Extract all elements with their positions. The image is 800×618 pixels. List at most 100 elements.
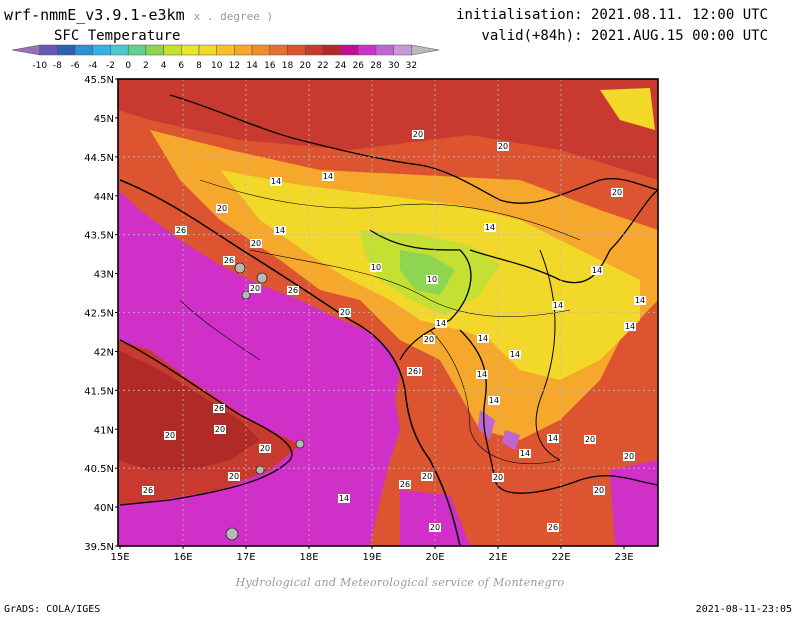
island-5 — [255, 465, 265, 475]
ionian-coast — [400, 490, 470, 546]
contour-label-bg — [623, 452, 635, 461]
contour-label-bg — [423, 335, 435, 344]
colorbar-tick-label: 30 — [388, 61, 400, 71]
island-4 — [295, 439, 305, 449]
colorbar-tick-label: -6 — [71, 61, 80, 71]
contour-label: 14 — [592, 266, 602, 275]
contour-label: 10 — [371, 263, 381, 272]
italy-hot-zone — [118, 350, 260, 470]
contour-label: 14 — [275, 226, 285, 235]
contour-label: 14 — [489, 396, 499, 405]
latitude-label: 41N — [94, 425, 114, 436]
longitude-label: 18E — [299, 552, 318, 563]
colorbar-tick-label: -8 — [53, 61, 62, 71]
colorbar-tick-label: 28 — [370, 61, 382, 71]
island-6 — [225, 527, 239, 541]
contour-label: 26 — [224, 256, 234, 265]
contour-label-bg — [412, 130, 424, 139]
contour-label: 20 — [251, 239, 261, 248]
colorbar-box — [411, 44, 440, 56]
island-1 — [234, 262, 246, 274]
contour-label-bg — [249, 284, 261, 293]
colorbar-tick-label: 16 — [264, 61, 276, 71]
contour-line-b — [249, 249, 571, 317]
longitude-label: 23E — [614, 552, 633, 563]
contour-label-bg — [584, 435, 596, 444]
contour-label-bg — [259, 444, 271, 453]
contour-label: 14 — [478, 334, 488, 343]
colorbar-tick-label: 10 — [211, 61, 223, 71]
latitude-label: 43N — [94, 270, 114, 281]
colorbar-tick-label: 8 — [196, 61, 202, 71]
contour-label-bg — [484, 223, 496, 232]
contour-label-bg — [175, 226, 187, 235]
contour-label-bg — [370, 263, 382, 272]
contour-label: 14 — [510, 350, 520, 359]
contour-label-bg — [547, 523, 559, 532]
longitude-labels: 15E 16E 17E 18E 19E 20E 21E 22E 23E — [110, 546, 634, 563]
contour-label-bg — [399, 480, 411, 489]
contour-label: 26 — [408, 367, 418, 376]
contour-label-bg — [223, 256, 235, 265]
contour-label-bg — [339, 308, 351, 317]
contour-label-bg — [214, 425, 226, 434]
variable-title: SFC Temperature — [54, 28, 181, 44]
contour-label: 14 — [477, 370, 487, 379]
latitude-label: 40N — [94, 503, 114, 514]
contour-label-bg — [492, 473, 504, 482]
gridlines — [118, 79, 658, 546]
contour-label-bg — [216, 204, 228, 213]
contour-label-bg — [435, 319, 447, 328]
latitude-labels: 45.5N 45N 44.5N 44N 43.5N 43N 42.5N 42N 41.5N 41N… — [84, 75, 118, 553]
contour-label-bg — [142, 486, 154, 495]
colorbar: -10 -8 -6 -4 -2 0 2 4 6 8 10 12 14 16 18 20 22 24 26 28 30 32 — [11, 44, 440, 71]
grads-label: GrADS: COLA/IGES — [4, 604, 101, 615]
contour-label: 26 — [143, 486, 153, 495]
contour-label-bg — [509, 350, 521, 359]
colorbar-tick-label: 26 — [353, 61, 365, 71]
colorbar-tick-label: 4 — [161, 61, 167, 71]
colorbar-tick-label: 32 — [406, 61, 417, 71]
colorbar-tick-label: -10 — [32, 61, 47, 71]
contour-label: 20 — [430, 523, 440, 532]
colorbar-tick-label: 12 — [229, 61, 240, 71]
contour-label-bg — [250, 239, 262, 248]
contour-label: 26 — [548, 523, 558, 532]
colorbar-tick-label: 22 — [317, 61, 328, 71]
contour-line-a — [199, 179, 581, 241]
contour-label: 14 — [485, 223, 495, 232]
model-title: wrf-nmmE_v3.9.1-e3km x . degree ) — [4, 6, 273, 24]
contour-label: 20 — [217, 204, 227, 213]
contour-label-bg — [213, 404, 225, 413]
contour-label: 26 — [400, 480, 410, 489]
longitude-label: 19E — [362, 552, 381, 563]
colorbar-tick-label: 20 — [299, 61, 311, 71]
valid-time-label: valid(+84h): 2021.AUG.15 00:00 UTC — [481, 28, 768, 44]
contour-label: 20 — [340, 308, 350, 317]
contour-label-bg — [552, 301, 564, 310]
credit-line: Hydrological and Meteorological service … — [235, 576, 565, 589]
contour-label-bg — [611, 188, 623, 197]
contour-label: 20 — [594, 486, 604, 495]
latitude-label: 39.5N — [84, 542, 114, 553]
contour-label: 20 — [413, 130, 423, 139]
colorbar-labels: -10 -8 -6 -4 -2 0 2 4 6 8 10 12 14 16 18 20 22 24 26 28 30 32 — [32, 61, 417, 71]
colorbar-tick-label: -2 — [106, 61, 115, 71]
contour-label: 20 — [585, 435, 595, 444]
contour-label: 20 — [165, 431, 175, 440]
northeast-mild-zone — [600, 88, 655, 130]
contour-label: 14 — [520, 449, 530, 458]
lake-ohrid — [478, 410, 495, 440]
latitude-label: 40.5N — [84, 464, 114, 475]
contour-label: 20 — [229, 472, 239, 481]
contour-label: 26 — [214, 404, 224, 413]
contour-label-bg — [519, 449, 531, 458]
contour-label: 10 — [427, 275, 437, 284]
contour-label: 20 — [260, 444, 270, 453]
contour-label: 26 — [176, 226, 186, 235]
contour-label: 20 — [493, 473, 503, 482]
contour-label-bg — [421, 472, 433, 481]
contour-label: 14 — [548, 434, 558, 443]
latitude-label: 44N — [94, 192, 114, 203]
